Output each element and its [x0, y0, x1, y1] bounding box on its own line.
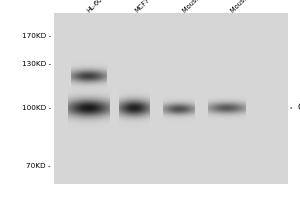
Text: 130KD -: 130KD -	[22, 61, 51, 67]
Text: GEN1: GEN1	[291, 104, 300, 112]
Text: HL-60: HL-60	[85, 0, 103, 14]
Text: Mouse spleen: Mouse spleen	[230, 0, 266, 14]
Text: 100KD -: 100KD -	[22, 105, 51, 111]
Text: MCF7: MCF7	[134, 0, 151, 14]
Text: 70KD -: 70KD -	[26, 163, 51, 169]
Text: Mouse thymus: Mouse thymus	[182, 0, 220, 14]
Text: 170KD -: 170KD -	[22, 33, 51, 39]
